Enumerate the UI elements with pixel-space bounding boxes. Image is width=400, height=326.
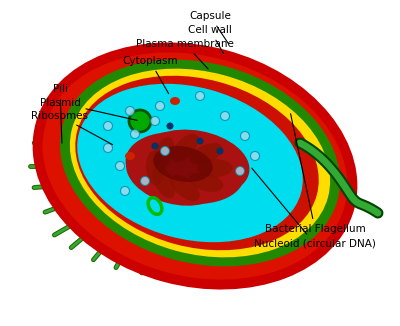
Text: Plasmid: Plasmid [40,98,137,120]
Ellipse shape [170,175,200,201]
Ellipse shape [120,186,130,196]
Ellipse shape [60,60,340,266]
Text: Cytoplasm: Cytoplasm [122,56,178,94]
Ellipse shape [75,76,319,250]
Ellipse shape [154,137,174,170]
Ellipse shape [126,142,224,206]
Ellipse shape [220,111,230,121]
Ellipse shape [166,123,174,129]
Ellipse shape [140,176,150,185]
Ellipse shape [146,151,164,185]
Ellipse shape [129,110,151,132]
Text: Ribosomes: Ribosomes [32,111,112,145]
Ellipse shape [196,138,204,144]
Ellipse shape [156,101,164,111]
Ellipse shape [135,133,225,189]
Ellipse shape [140,130,250,196]
Ellipse shape [152,142,158,150]
Ellipse shape [160,146,170,156]
Ellipse shape [216,147,224,155]
Ellipse shape [153,146,213,182]
Ellipse shape [170,97,180,105]
Ellipse shape [171,134,199,162]
Ellipse shape [125,152,135,160]
Ellipse shape [240,131,250,141]
Text: Cell wall: Cell wall [188,25,232,53]
Ellipse shape [150,116,160,126]
Ellipse shape [126,132,244,204]
Ellipse shape [189,172,223,192]
Text: Plasma membrane: Plasma membrane [136,39,234,69]
Text: Nucleoid (circular DNA): Nucleoid (circular DNA) [252,168,376,249]
Ellipse shape [236,167,244,175]
Ellipse shape [196,92,204,100]
Ellipse shape [116,161,124,170]
Text: Capsule: Capsule [189,11,231,44]
Ellipse shape [198,159,232,177]
Ellipse shape [70,69,330,257]
Ellipse shape [104,143,112,153]
Ellipse shape [33,42,357,289]
Ellipse shape [77,84,303,242]
Ellipse shape [42,52,348,280]
Ellipse shape [130,129,140,139]
Ellipse shape [152,166,175,198]
Text: Pili: Pili [52,84,68,143]
Ellipse shape [126,107,134,115]
Ellipse shape [250,152,260,160]
Text: Bacterial Flagellum: Bacterial Flagellum [265,114,365,234]
Ellipse shape [190,143,223,165]
Ellipse shape [104,122,112,130]
